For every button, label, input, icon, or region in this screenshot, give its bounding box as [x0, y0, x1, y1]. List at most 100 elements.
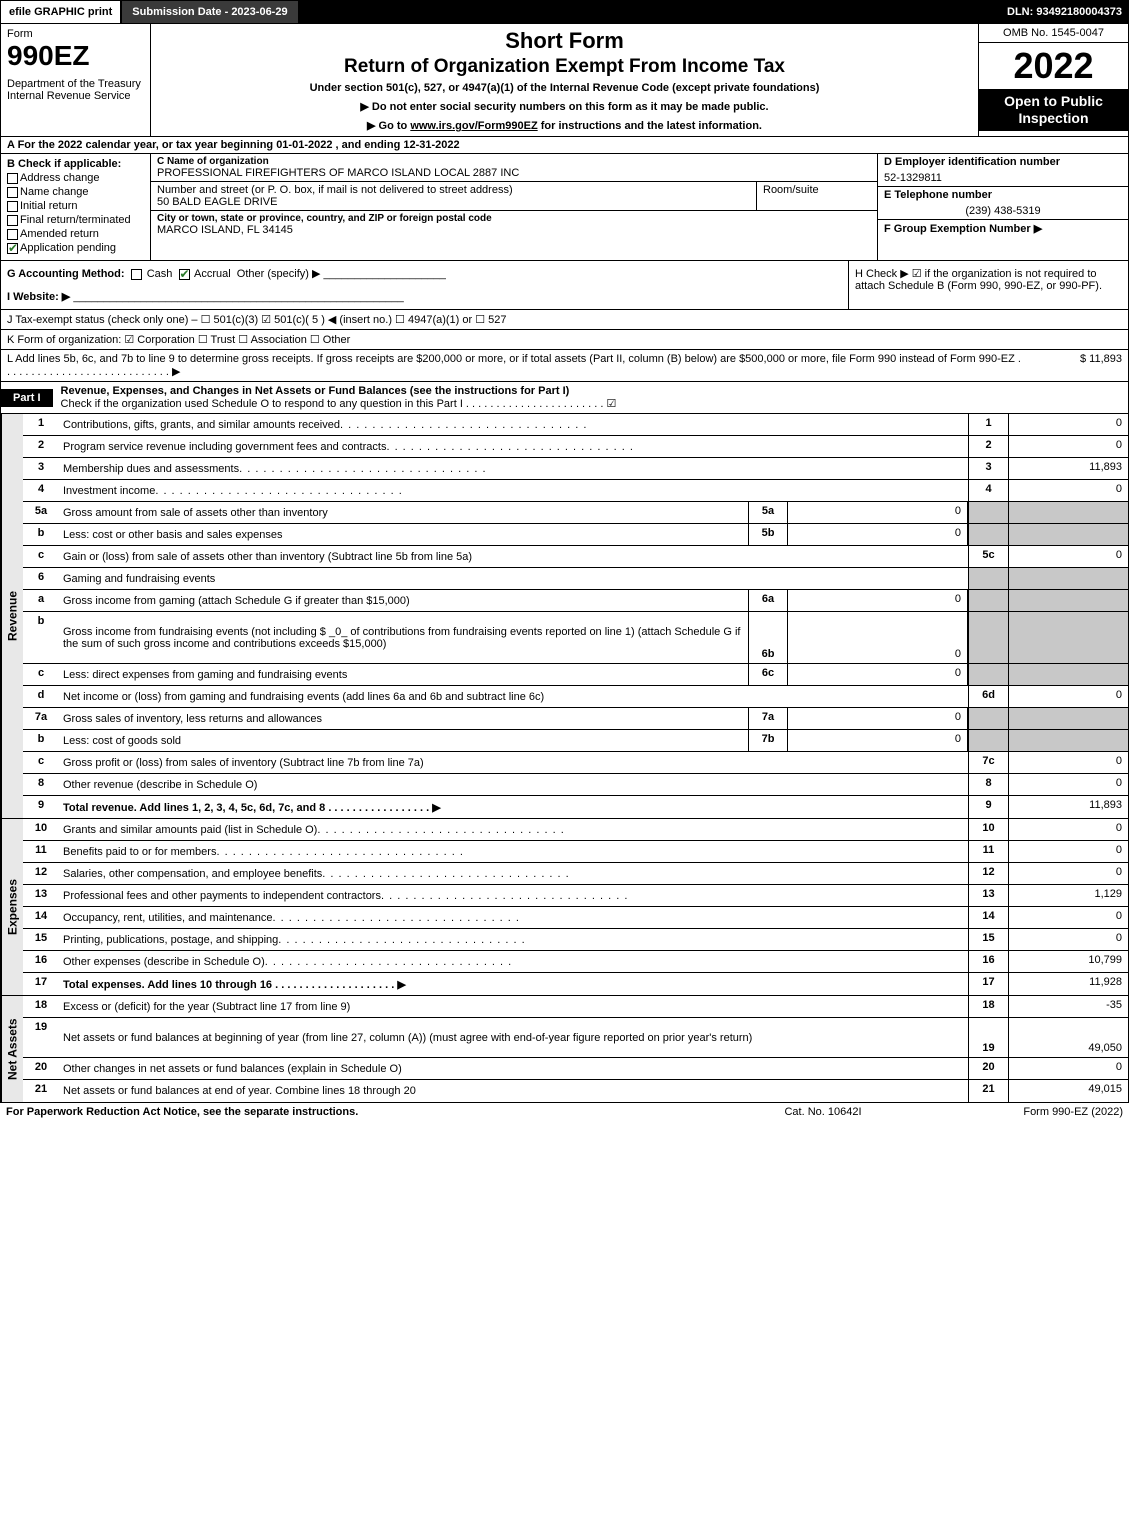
title-short-form: Short Form [159, 28, 970, 54]
dln-label: DLN: 93492180004373 [1007, 6, 1128, 18]
dept-label: Department of the Treasury Internal Reve… [7, 78, 144, 102]
footer-left: For Paperwork Reduction Act Notice, see … [6, 1106, 723, 1118]
note-ssn: ▶ Do not enter social security numbers o… [159, 100, 970, 113]
line-15: 15Printing, publications, postage, and s… [23, 929, 1128, 951]
line-19: 19Net assets or fund balances at beginni… [23, 1018, 1128, 1058]
part-i-tag: Part I [1, 389, 53, 407]
open-to-public: Open to Public Inspection [979, 89, 1128, 131]
row-l-text: L Add lines 5b, 6c, and 7b to line 9 to … [7, 353, 1022, 378]
row-l-gross-receipts: L Add lines 5b, 6c, and 7b to line 9 to … [0, 350, 1129, 382]
chk-amended-return[interactable]: Amended return [7, 228, 144, 240]
part-i-sub: Check if the organization used Schedule … [61, 397, 1128, 410]
section-h: H Check ▶ ☑ if the organization is not r… [848, 261, 1128, 309]
line-6b: bGross income from fundraising events (n… [23, 612, 1128, 664]
row-a-tax-year: A For the 2022 calendar year, or tax yea… [0, 137, 1129, 154]
note-link-post: for instructions and the latest informat… [538, 120, 762, 132]
city-label: City or town, state or province, country… [157, 213, 871, 224]
room-cell: Room/suite [757, 182, 877, 210]
org-name-value: PROFESSIONAL FIREFIGHTERS OF MARCO ISLAN… [157, 167, 871, 179]
website-row: I Website: ▶ ___________________________… [7, 290, 842, 303]
form-header: Form 990EZ Department of the Treasury In… [0, 24, 1129, 137]
section-g-i: G Accounting Method: Cash Accrual Other … [1, 261, 848, 309]
part-i-header: Part I Revenue, Expenses, and Changes in… [0, 382, 1129, 414]
line-13: 13Professional fees and other payments t… [23, 885, 1128, 907]
b-header: B Check if applicable: [7, 158, 144, 170]
expenses-section: Expenses 10Grants and similar amounts pa… [0, 819, 1129, 996]
phone-label: E Telephone number [878, 187, 1128, 203]
section-def: D Employer identification number 52-1329… [878, 154, 1128, 260]
row-j-tax-exempt: J Tax-exempt status (check only one) – ☐… [0, 310, 1129, 330]
line-6c: cLess: direct expenses from gaming and f… [23, 664, 1128, 686]
revenue-lines: 1Contributions, gifts, grants, and simil… [23, 414, 1128, 818]
submission-date-label: Submission Date - 2023-06-29 [122, 1, 297, 23]
chk-name-change[interactable]: Name change [7, 186, 144, 198]
block-bcdef: B Check if applicable: Address change Na… [0, 154, 1129, 261]
form-number: 990EZ [7, 40, 144, 72]
street-value: 50 BALD EAGLE DRIVE [157, 196, 750, 208]
row-gh: G Accounting Method: Cash Accrual Other … [0, 261, 1129, 310]
note-link-pre: ▶ Go to [367, 120, 410, 132]
chk-application-pending[interactable]: Application pending [7, 242, 144, 254]
line-18: 18Excess or (deficit) for the year (Subt… [23, 996, 1128, 1018]
phone-value: (239) 438-5319 [878, 203, 1128, 220]
line-6a: aGross income from gaming (attach Schedu… [23, 590, 1128, 612]
netassets-tab: Net Assets [1, 996, 23, 1102]
group-exemption: F Group Exemption Number ▶ [878, 220, 1128, 237]
top-bar: efile GRAPHIC print Submission Date - 20… [0, 0, 1129, 24]
org-name-label: C Name of organization [157, 156, 871, 167]
header-right: OMB No. 1545-0047 2022 Open to Public In… [978, 24, 1128, 136]
expenses-lines: 10Grants and similar amounts paid (list … [23, 819, 1128, 995]
line-8: 8Other revenue (describe in Schedule O)8… [23, 774, 1128, 796]
page-footer: For Paperwork Reduction Act Notice, see … [0, 1103, 1129, 1121]
chk-initial-return[interactable]: Initial return [7, 200, 144, 212]
footer-catno: Cat. No. 10642I [723, 1106, 923, 1118]
row-k-form-org: K Form of organization: ☑ Corporation ☐ … [0, 330, 1129, 350]
netassets-lines: 18Excess or (deficit) for the year (Subt… [23, 996, 1128, 1102]
chk-final-return[interactable]: Final return/terminated [7, 214, 144, 226]
ein-value: 52-1329811 [878, 170, 1128, 187]
irs-link[interactable]: www.irs.gov/Form990EZ [410, 120, 537, 132]
line-5b: bLess: cost or other basis and sales exp… [23, 524, 1128, 546]
footer-formref: Form 990-EZ (2022) [923, 1106, 1123, 1118]
note-link: ▶ Go to www.irs.gov/Form990EZ for instru… [159, 119, 970, 132]
line-21: 21Net assets or fund balances at end of … [23, 1080, 1128, 1102]
title-return: Return of Organization Exempt From Incom… [159, 56, 970, 78]
chk-address-change[interactable]: Address change [7, 172, 144, 184]
city-cell: City or town, state or province, country… [151, 211, 877, 238]
line-20: 20Other changes in net assets or fund ba… [23, 1058, 1128, 1080]
subtitle: Under section 501(c), 527, or 4947(a)(1)… [159, 82, 970, 94]
line-6: 6Gaming and fundraising events [23, 568, 1128, 590]
section-c: C Name of organization PROFESSIONAL FIRE… [151, 154, 878, 260]
row-l-amount: $ 11,893 [1022, 353, 1122, 378]
header-left: Form 990EZ Department of the Treasury In… [1, 24, 151, 136]
line-16: 16Other expenses (describe in Schedule O… [23, 951, 1128, 973]
line-7c: cGross profit or (loss) from sales of in… [23, 752, 1128, 774]
line-1: 1Contributions, gifts, grants, and simil… [23, 414, 1128, 436]
line-7a: 7aGross sales of inventory, less returns… [23, 708, 1128, 730]
line-5c: cGain or (loss) from sale of assets othe… [23, 546, 1128, 568]
line-6d: dNet income or (loss) from gaming and fu… [23, 686, 1128, 708]
section-b: B Check if applicable: Address change Na… [1, 154, 151, 260]
line-11: 11Benefits paid to or for members110 [23, 841, 1128, 863]
revenue-section: Revenue 1Contributions, gifts, grants, a… [0, 414, 1129, 819]
line-3: 3Membership dues and assessments311,893 [23, 458, 1128, 480]
form-word: Form [7, 28, 144, 40]
revenue-tab: Revenue [1, 414, 23, 818]
tax-year: 2022 [979, 43, 1128, 89]
netassets-section: Net Assets 18Excess or (deficit) for the… [0, 996, 1129, 1103]
omb-number: OMB No. 1545-0047 [979, 24, 1128, 43]
room-label: Room/suite [763, 184, 871, 196]
efile-print-label[interactable]: efile GRAPHIC print [1, 1, 122, 23]
line-5a: 5aGross amount from sale of assets other… [23, 502, 1128, 524]
line-4: 4Investment income40 [23, 480, 1128, 502]
header-center: Short Form Return of Organization Exempt… [151, 24, 978, 136]
line-14: 14Occupancy, rent, utilities, and mainte… [23, 907, 1128, 929]
line-12: 12Salaries, other compensation, and empl… [23, 863, 1128, 885]
ein-label: D Employer identification number [878, 154, 1128, 170]
line-2: 2Program service revenue including gover… [23, 436, 1128, 458]
line-7b: bLess: cost of goods sold7b0 [23, 730, 1128, 752]
city-value: MARCO ISLAND, FL 34145 [157, 224, 871, 236]
org-name-cell: C Name of organization PROFESSIONAL FIRE… [151, 154, 877, 182]
expenses-tab: Expenses [1, 819, 23, 995]
line-9: 9Total revenue. Add lines 1, 2, 3, 4, 5c… [23, 796, 1128, 818]
